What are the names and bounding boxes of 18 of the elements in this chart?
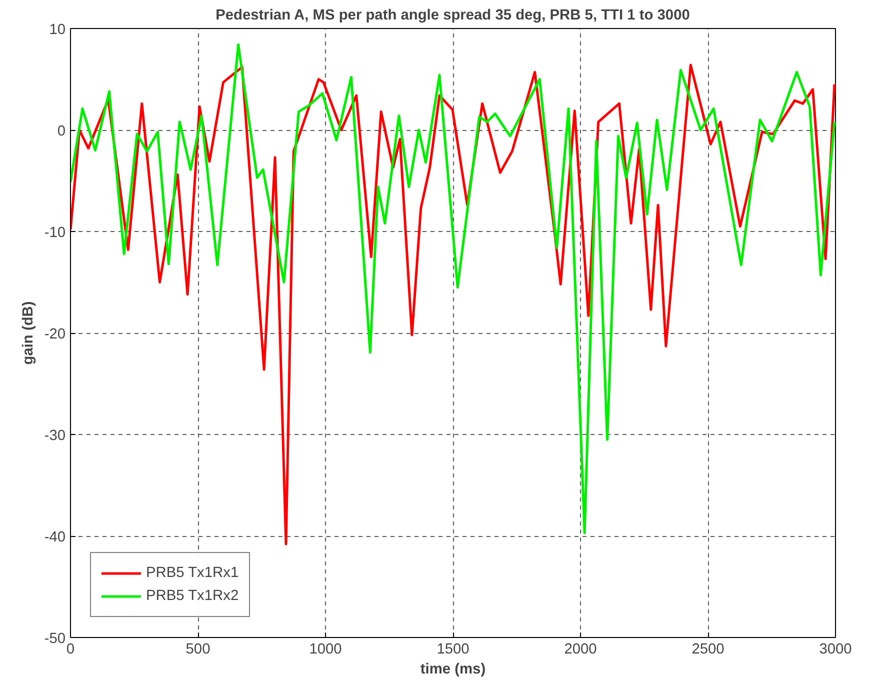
x-tick-label: 2000: [564, 642, 597, 658]
x-tick-label: 2500: [692, 642, 724, 658]
x-tick-label: 1500: [436, 642, 470, 658]
y-tick-label: 0: [57, 124, 66, 140]
x-tick-label: 1000: [309, 642, 342, 658]
x-tick-label: 3000: [819, 642, 852, 658]
y-tick-label: 10: [49, 22, 66, 38]
y-axis-title: gain (dB): [20, 301, 36, 365]
y-tick-label: -20: [44, 326, 66, 342]
legend-label: PRB5 Tx1Rx1: [146, 565, 239, 581]
x-axis-title: time (ms): [420, 662, 486, 678]
y-tick-label: -50: [44, 631, 66, 647]
y-tick-label: -10: [44, 225, 66, 241]
y-tick-label: -40: [44, 530, 66, 546]
chart-title: Pedestrian A, MS per path angle spread 35 deg, PRB 5, TTI 1 to 3000: [216, 8, 690, 24]
x-tick-label: 500: [186, 642, 210, 658]
legend-label: PRB5 Tx1Rx2: [146, 588, 239, 604]
y-tick-label: -30: [44, 428, 66, 444]
